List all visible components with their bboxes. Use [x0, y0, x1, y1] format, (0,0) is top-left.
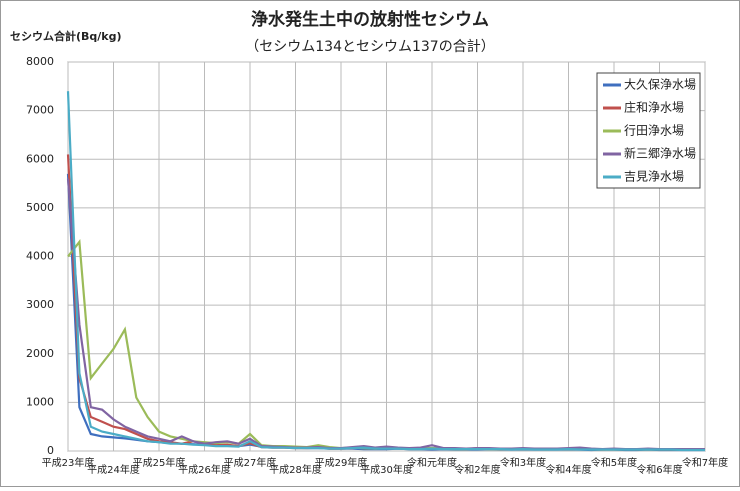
x-tick-label: 平成27年度 [224, 456, 277, 469]
y-tick-label: 1000 [26, 395, 54, 408]
y-tick-label: 0 [47, 444, 54, 457]
y-tick-label: 3000 [26, 298, 54, 311]
data-line [66, 91, 705, 452]
x-tick-label: 令和3年度 [500, 456, 546, 469]
y-tick-label: 6000 [26, 152, 54, 165]
y-axis-label: セシウム合計(Bq/kg) [10, 29, 122, 43]
y-tick-label: 4000 [26, 250, 54, 263]
y-tick-label: 8000 [26, 55, 54, 68]
y-tick-label: 2000 [26, 347, 54, 360]
chart-subtitle: （セシウム134とセシウム137の合計） [245, 39, 494, 55]
legend-label: 庄和浄水場 [624, 100, 684, 115]
x-tick-label: 令和元年度 [407, 456, 457, 469]
x-tick-label: 平成24年度 [87, 463, 140, 476]
x-tick-label: 令和6年度 [636, 463, 682, 476]
x-tick-label: 令和4年度 [545, 463, 591, 476]
x-tick-label: 平成26年度 [178, 463, 231, 476]
x-tick-label: 令和2年度 [454, 463, 500, 476]
x-tick-label: 平成30年度 [360, 463, 413, 476]
legend-label: 新三郷浄水場 [624, 146, 696, 161]
x-tick-label: 令和7年度 [682, 456, 728, 469]
y-tick-label: 5000 [26, 201, 54, 214]
chart-title: 浄水発生土中の放射性セシウム [251, 9, 489, 30]
x-tick-label: 平成28年度 [269, 463, 322, 476]
x-tick-label: 平成23年度 [42, 456, 95, 469]
x-tick-label: 平成29年度 [315, 456, 368, 469]
legend-label: 行田浄水場 [624, 124, 684, 138]
y-tick-label: 7000 [26, 104, 54, 117]
legend-label: 大久保浄水場 [624, 78, 696, 92]
x-tick-label: 令和5年度 [591, 456, 637, 469]
x-tick-label: 平成25年度 [133, 456, 186, 469]
legend-label: 吉見浄水場 [624, 170, 684, 184]
